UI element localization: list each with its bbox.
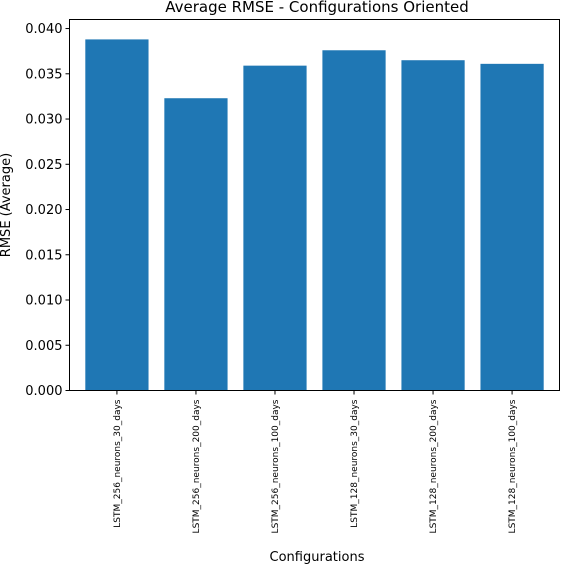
plot-frame xyxy=(69,19,560,391)
x-ticks: LSTM_256_neurons_30_days LSTM_256_neurons… xyxy=(113,390,518,533)
x-tick-label: LSTM_128_neurons_200_days xyxy=(429,399,439,533)
y-axis-label: RMSE (Average) xyxy=(0,153,14,257)
y-tick-label: 0.025 xyxy=(25,158,62,173)
x-tick-label: LSTM_128_neurons_30_days xyxy=(350,399,360,528)
bar-LSTM_128_neurons_30_days xyxy=(322,50,386,391)
bar-LSTM_256_neurons_30_days xyxy=(85,39,149,391)
chart-title: Average RMSE - Configurations Oriented xyxy=(165,0,469,16)
x-tick-label: LSTM_256_neurons_200_days xyxy=(192,399,202,533)
y-ticks: 0.000 0.005 0.010 0.015 0.020 0.025 0.030 0.035… xyxy=(25,22,70,399)
y-tick-label: 0.030 xyxy=(25,113,62,128)
y-tick-label: 0.000 xyxy=(25,384,62,399)
bar-LSTM_256_neurons_200_days xyxy=(164,98,228,391)
y-tick-label: 0.010 xyxy=(25,294,62,309)
x-tick-label: LSTM_256_neurons_100_days xyxy=(271,399,281,533)
bar-LSTM_128_neurons_100_days xyxy=(480,63,544,391)
x-tick-label: LSTM_256_neurons_30_days xyxy=(113,399,123,528)
y-tick-label: 0.035 xyxy=(25,67,62,82)
x-axis-label: Configurations xyxy=(270,550,365,564)
y-tick-label: 0.020 xyxy=(25,203,62,218)
y-tick-label: 0.005 xyxy=(25,339,62,354)
y-tick-label: 0.015 xyxy=(25,248,62,263)
bar-LSTM_128_neurons_200_days xyxy=(401,60,465,391)
bars-layer xyxy=(85,39,544,391)
bar-LSTM_256_neurons_100_days xyxy=(243,65,307,391)
y-tick-label: 0.040 xyxy=(25,22,62,37)
x-tick-label: LSTM_128_neurons_100_days xyxy=(508,399,518,533)
